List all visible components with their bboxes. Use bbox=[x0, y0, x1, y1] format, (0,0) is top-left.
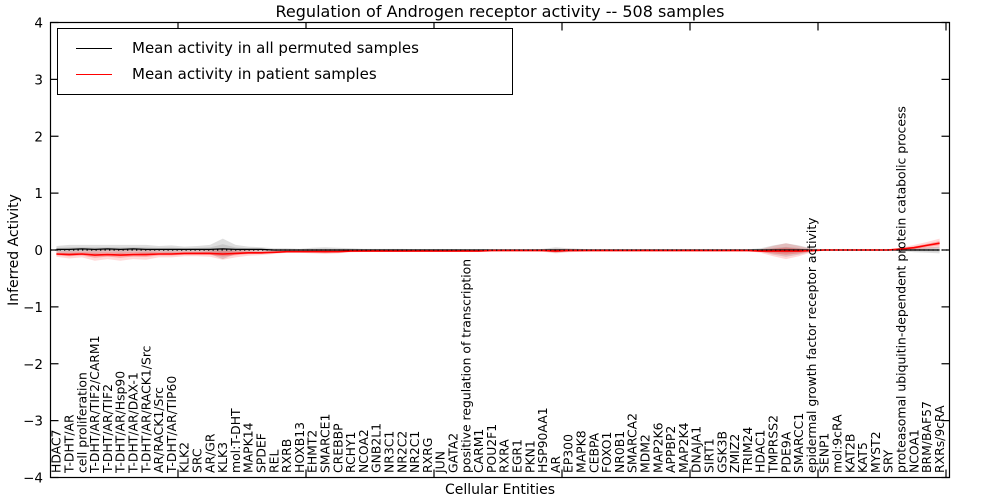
x-tick-label: MAPK14 bbox=[241, 422, 256, 473]
x-tick-label: NR2C1 bbox=[407, 431, 422, 473]
x-tick-label: SRC bbox=[190, 448, 205, 473]
y-tick-label: 3 bbox=[34, 72, 43, 88]
legend-row-permuted: Mean activity in all permuted samples bbox=[66, 41, 504, 56]
x-tick-label: AR/RACK1/Src bbox=[151, 387, 166, 473]
patient-mean-line bbox=[56, 242, 940, 256]
x-tick-label: APPBP2 bbox=[663, 426, 678, 473]
x-tick-label: SENP1 bbox=[817, 433, 832, 473]
patient-band-inner bbox=[56, 241, 940, 258]
x-tick-label: GSK3B bbox=[714, 431, 729, 473]
x-tick-label: GATA2 bbox=[446, 433, 461, 473]
x-tick-label: NR3C1 bbox=[382, 431, 397, 473]
x-tick-label: CARM1 bbox=[471, 429, 486, 473]
y-tick-labels: −4 −3 −2 −1 0 1 2 3 4 bbox=[23, 16, 43, 487]
x-tick-label: T-DHT/AR bbox=[62, 414, 77, 474]
legend-row-patient: Mean activity in patient samples bbox=[66, 64, 504, 83]
x-tick-label: RCHY1 bbox=[343, 432, 358, 473]
y-tick-label: −2 bbox=[23, 357, 43, 373]
x-tick-label: KLK2 bbox=[177, 442, 192, 473]
legend: Mean activity in all permuted samples Me… bbox=[57, 28, 513, 95]
x-tick-label: RXRA bbox=[497, 439, 512, 473]
axes-frame-group bbox=[49, 21, 951, 479]
legend-line-patient-icon bbox=[76, 73, 112, 75]
legend-label-permuted: Mean activity in all permuted samples bbox=[132, 39, 419, 58]
x-tick-label: HOXB13 bbox=[292, 422, 307, 473]
x-tick-label: epidermal growth factor receptor activit… bbox=[804, 217, 819, 473]
x-tick-label: SRY bbox=[881, 449, 896, 473]
x-tick-label: NCOA1 bbox=[906, 429, 921, 473]
legend-line-permuted-icon bbox=[76, 48, 112, 50]
x-tick-label: T-DHT/AR/TIP60 bbox=[164, 376, 179, 474]
x-tick-label: MYST2 bbox=[868, 431, 883, 473]
x-tick-label: T-DHT/AR/RACK1/Src bbox=[138, 345, 153, 474]
x-tick-label: JUN bbox=[433, 451, 448, 474]
x-tick-label: RXRG bbox=[420, 438, 435, 473]
series-lines bbox=[50, 242, 950, 256]
x-tick-label: T-DHT/AR/TIF2 bbox=[100, 384, 115, 474]
chart-title: Regulation of Androgen receptor activity… bbox=[275, 2, 725, 21]
x-tick-label: SMARCA2 bbox=[625, 413, 640, 473]
x-tick-label: cell proliferation bbox=[74, 372, 89, 473]
x-tick-label: MAPK8 bbox=[574, 430, 589, 473]
x-tick-label: SIRT1 bbox=[702, 438, 717, 473]
x-tick-label: EGR1 bbox=[510, 439, 525, 473]
x-tick-label: mol:T-DHT bbox=[228, 408, 243, 473]
x-tick-label: HDAC1 bbox=[753, 430, 768, 473]
x-tick-label: MAP2K6 bbox=[650, 422, 665, 473]
x-tick-label: KAT5 bbox=[855, 442, 870, 473]
x-tick-label: PDE9A bbox=[778, 431, 793, 473]
x-tick-label: T-DHT/AR/DAX-1 bbox=[126, 372, 141, 474]
x-tick-label: HSP90AA1 bbox=[535, 407, 550, 473]
x-tick-label: positive regulation of transcription bbox=[458, 259, 473, 473]
y-tick-label: 0 bbox=[34, 243, 43, 259]
x-tick-label: T-DHT/AR/TIF2/CARM1 bbox=[87, 336, 102, 474]
x-tick-label: FOXO1 bbox=[599, 432, 614, 473]
y-tick-label: 4 bbox=[34, 16, 43, 32]
x-tick-label: EHMT2 bbox=[305, 430, 320, 473]
x-tick-label: SMARCE1 bbox=[318, 414, 333, 473]
x-tick-label: TRIM24 bbox=[740, 427, 755, 474]
legend-label-patient: Mean activity in patient samples bbox=[132, 64, 377, 83]
y-tick-label: −3 bbox=[23, 414, 43, 430]
x-tick-label: EP300 bbox=[561, 434, 576, 473]
x-tick-label: SPDEF bbox=[254, 433, 269, 473]
x-tick-label: REL bbox=[266, 450, 281, 473]
x-tick-label: RXRs/9cRA bbox=[932, 405, 947, 473]
x-tick-label: GNB2L1 bbox=[369, 423, 384, 473]
x-tick-label: BRM/BAF57 bbox=[919, 401, 934, 473]
x-tick-label: ZMIZ2 bbox=[727, 434, 742, 473]
x-tick-label: POU2F1 bbox=[484, 424, 499, 473]
y-tick-label: −1 bbox=[23, 300, 43, 316]
x-tick-label: PKN1 bbox=[522, 440, 537, 473]
x-tick-label: RXRB bbox=[279, 439, 294, 473]
x-tick-label: KAT2B bbox=[842, 434, 857, 473]
x-tick-label: KLK3 bbox=[215, 442, 230, 473]
x-tick-label: HDAC7 bbox=[49, 430, 64, 473]
y-tick-label: −4 bbox=[23, 471, 43, 487]
x-tick-label: T-DHT/AR/Hsp90 bbox=[113, 371, 128, 474]
x-tick-label: CREBBP bbox=[330, 423, 345, 473]
x-tick-label: NR2C2 bbox=[394, 431, 409, 473]
x-tick-label: MAP2K4 bbox=[676, 422, 691, 473]
x-tick-label: NR0B1 bbox=[612, 431, 627, 473]
x-tick-label: mol:9cRA bbox=[830, 414, 845, 473]
x-tick-label: AR/GR bbox=[202, 433, 217, 473]
x-tick-label: proteasomal ubiquitin-dependent protein … bbox=[894, 106, 909, 473]
x-axis-label: Cellular Entities bbox=[444, 482, 556, 498]
y-tick-label: 2 bbox=[34, 129, 43, 145]
x-tick-label: CEBPA bbox=[586, 432, 601, 473]
x-tick-label: DNAJA1 bbox=[689, 426, 704, 473]
x-tick-label: TMPRSS2 bbox=[766, 415, 781, 474]
x-tick-label: NCOA2 bbox=[356, 429, 371, 473]
x-tick-label: SMARCC1 bbox=[791, 413, 806, 473]
x-tick-label: MDM2 bbox=[638, 434, 653, 473]
y-tick-label: 1 bbox=[34, 186, 43, 202]
x-tick-label: AR bbox=[548, 456, 563, 473]
